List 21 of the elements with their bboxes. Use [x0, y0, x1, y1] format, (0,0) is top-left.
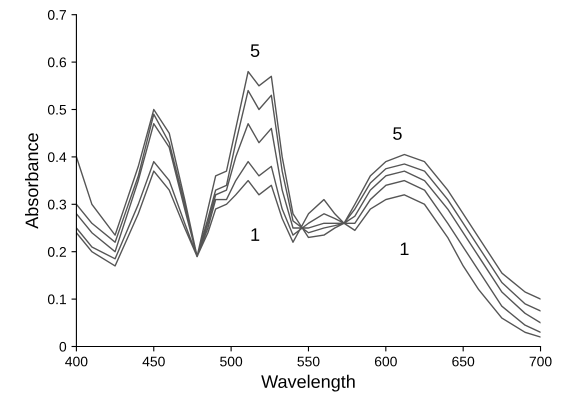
x-tick-label: 400	[65, 356, 88, 366]
text: 5	[393, 127, 402, 140]
y-tick-label: 0.2	[48, 247, 66, 257]
x-tick-label: 700	[530, 356, 552, 366]
series-label: 1	[251, 228, 260, 241]
x-tick-label: 500	[220, 356, 242, 366]
x-axis-title: Wavelength	[261, 374, 355, 392]
y-tick-label: 0.5	[48, 104, 66, 115]
y-tick-label: 0	[60, 342, 66, 352]
series-label: 5	[250, 44, 260, 57]
x-tick-label: 550	[297, 356, 320, 366]
x-tick-label: 650	[452, 356, 474, 366]
y-tick-label: 0.7	[48, 10, 66, 20]
x-tick-label: 450	[142, 356, 165, 366]
y-tick-label: 0.6	[48, 57, 66, 68]
y-tick-label: 0.4	[48, 152, 66, 162]
y-axis-title: Absorbance	[24, 133, 38, 229]
y-tick-label: 0.1	[48, 294, 66, 304]
y-tick-label: 0.3	[48, 200, 66, 210]
text: 1	[400, 242, 409, 256]
x-tick-label: 600	[374, 356, 397, 366]
